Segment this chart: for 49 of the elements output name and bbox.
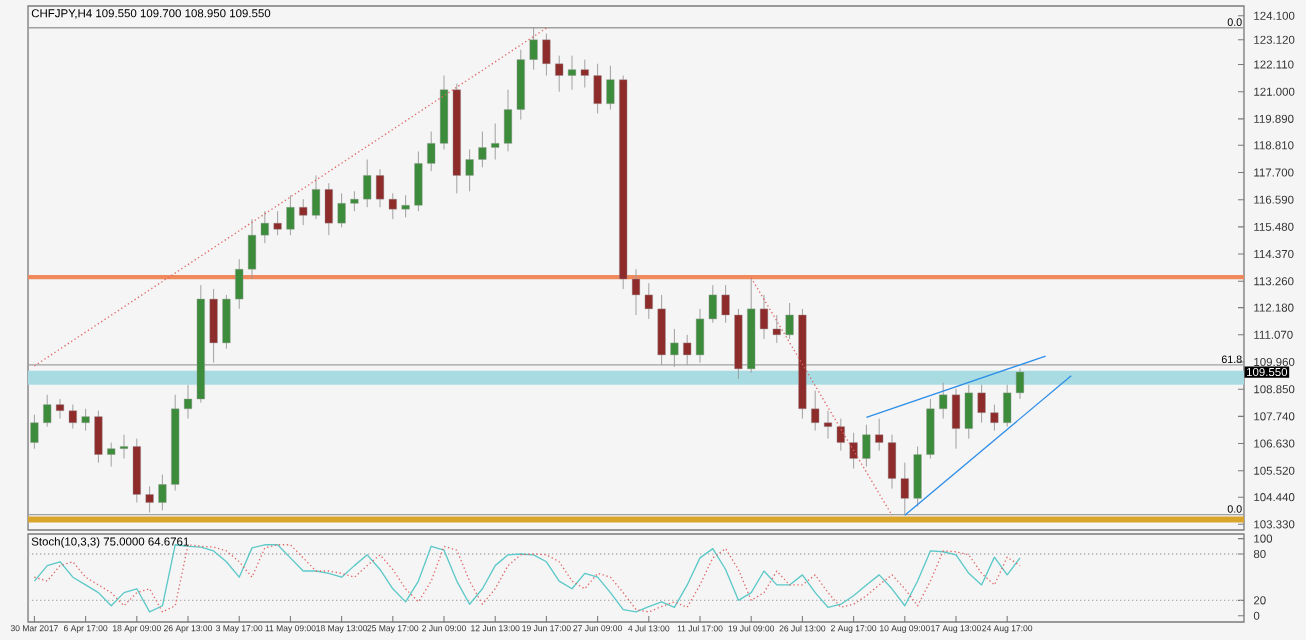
candlestick bbox=[785, 302, 794, 340]
candlestick bbox=[862, 424, 871, 468]
candlestick bbox=[107, 442, 116, 468]
candlestick bbox=[555, 55, 564, 93]
candlestick bbox=[427, 131, 436, 172]
candlestick bbox=[580, 59, 589, 88]
candlestick bbox=[94, 410, 103, 464]
candlestick bbox=[759, 294, 769, 340]
candlestick bbox=[81, 408, 90, 432]
candlestick bbox=[823, 410, 833, 440]
candlestick bbox=[721, 284, 730, 324]
candlestick bbox=[887, 434, 897, 490]
candlestick bbox=[606, 65, 615, 111]
candlestick bbox=[939, 382, 948, 420]
line-series bbox=[33, 544, 1021, 613]
candlestick bbox=[299, 198, 308, 226]
candlestick bbox=[363, 159, 372, 208]
candlestick bbox=[977, 384, 986, 424]
candlestick bbox=[542, 33, 551, 76]
candlestick bbox=[478, 131, 487, 168]
candlestick bbox=[286, 194, 295, 236]
candlestick bbox=[964, 384, 973, 440]
candlestick bbox=[465, 149, 474, 192]
candlestick bbox=[926, 398, 935, 459]
candlestick bbox=[491, 123, 500, 160]
candlestick bbox=[990, 404, 999, 432]
candlestick bbox=[567, 55, 577, 91]
candlestick bbox=[401, 194, 410, 218]
candlestick bbox=[951, 388, 961, 450]
candlestick bbox=[849, 432, 858, 469]
candlestick bbox=[644, 282, 653, 320]
candlestick bbox=[811, 390, 820, 432]
candlestick bbox=[43, 394, 52, 428]
candlestick bbox=[273, 210, 282, 236]
candlestick bbox=[350, 190, 359, 212]
candlestick bbox=[30, 414, 39, 450]
candlestick bbox=[235, 258, 244, 310]
candlestick bbox=[836, 418, 845, 452]
candlestick bbox=[337, 192, 346, 228]
candlestick bbox=[708, 284, 717, 324]
candlestick bbox=[503, 89, 513, 152]
candlestick bbox=[631, 268, 641, 316]
candlestick bbox=[222, 294, 231, 350]
candlestick bbox=[158, 474, 167, 511]
candlestick bbox=[875, 418, 884, 452]
candlestick bbox=[913, 446, 922, 507]
candlestick bbox=[593, 63, 602, 114]
candlestick bbox=[772, 314, 781, 344]
candlestick bbox=[414, 150, 423, 212]
